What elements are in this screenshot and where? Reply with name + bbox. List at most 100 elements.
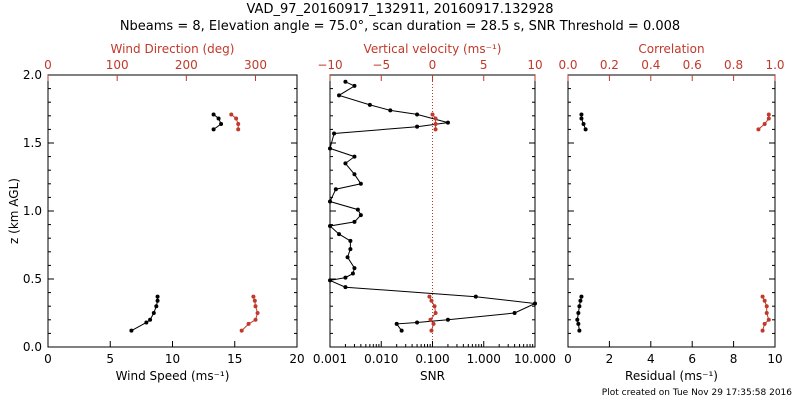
x-top-tick-label: −5 (372, 58, 390, 72)
data-point (343, 161, 348, 166)
data-point (154, 304, 159, 309)
data-point (343, 79, 348, 84)
x-tick-label: 0.010 (364, 352, 398, 366)
data-point (211, 127, 216, 132)
data-point (236, 121, 241, 126)
data-point (429, 298, 434, 303)
data-point (332, 131, 337, 136)
data-point (352, 266, 357, 271)
data-point (762, 121, 767, 126)
data-point (445, 317, 450, 322)
y-tick-label: 0.0 (23, 340, 42, 354)
data-point (343, 275, 348, 280)
data-point (762, 321, 767, 326)
x-tick-label: 20 (289, 352, 304, 366)
data-point (367, 102, 372, 107)
data-point (429, 328, 434, 333)
data-point (246, 321, 251, 326)
x-axis-label-bottom: SNR (420, 369, 445, 383)
x-axis-label-bottom: Residual (ms⁻¹) (625, 369, 718, 383)
data-point (394, 321, 399, 326)
data-point (430, 112, 435, 117)
data-point (144, 320, 149, 325)
data-point (766, 116, 771, 121)
data-point (764, 304, 769, 309)
x-top-tick-label: 0.2 (600, 58, 619, 72)
x-top-tick-label: 100 (106, 58, 129, 72)
data-point (239, 328, 244, 333)
series-line-right-red (758, 114, 770, 130)
data-point (333, 187, 338, 192)
data-point (343, 285, 348, 290)
data-point (760, 328, 765, 333)
x-top-tick-label: 200 (175, 58, 198, 72)
data-point (253, 304, 258, 309)
data-point (428, 317, 433, 322)
x-top-tick-label: 300 (244, 58, 267, 72)
data-point (415, 112, 420, 117)
x-top-tick-label: 0.4 (641, 58, 660, 72)
x-axis-label-bottom: Wind Speed (ms⁻¹) (116, 369, 230, 383)
data-point (576, 321, 581, 326)
plot-frame-left (47, 74, 298, 348)
data-point (433, 127, 438, 132)
data-point (579, 116, 584, 121)
data-point (219, 121, 224, 126)
x-tick-label: 0.100 (415, 352, 449, 366)
x-top-tick-label: 0.0 (558, 58, 577, 72)
data-point (252, 298, 257, 303)
plot-frame-right (567, 74, 776, 348)
data-point (358, 213, 363, 218)
data-point (236, 127, 241, 132)
data-point (253, 317, 258, 322)
series-line-right-black (581, 114, 587, 130)
data-point (473, 294, 478, 299)
x-tick-label: 2 (606, 352, 614, 366)
data-point (328, 199, 332, 204)
x-top-tick-label: 10 (527, 58, 542, 72)
data-point (352, 172, 357, 177)
data-point (328, 278, 332, 283)
data-point (583, 127, 588, 132)
data-point (355, 207, 360, 212)
x-tick-label: 6 (688, 352, 696, 366)
data-point (427, 294, 432, 299)
x-top-tick-label: 1.0 (765, 58, 784, 72)
series-line-middle-black (328, 81, 537, 331)
chart-title: VAD_97_20160917_132911, 20160917.132928 (246, 2, 554, 17)
x-tick-label: 0 (564, 352, 572, 366)
series-line-middle-red (432, 114, 437, 130)
data-point (576, 311, 581, 315)
data-point (756, 127, 761, 132)
data-point (762, 298, 767, 303)
data-point (216, 116, 221, 121)
x-tick-label: 10.000 (514, 352, 556, 366)
data-point (155, 298, 160, 303)
x-axis-label-top: Vertical velocity (ms⁻¹) (364, 42, 502, 56)
data-point (433, 121, 438, 126)
x-top-tick-label: −10 (317, 58, 342, 72)
data-point (337, 232, 342, 237)
data-point (433, 116, 438, 121)
plot-footer: Plot created on Tue Nov 29 17:35:58 2016 (601, 388, 792, 398)
chart-subtitle: Nbeams = 8, Elevation angle = 75.0°, sca… (119, 19, 681, 34)
data-point (445, 120, 450, 125)
data-point (255, 311, 260, 315)
x-tick-label: 0 (44, 352, 52, 366)
x-tick-label: 4 (647, 352, 655, 366)
x-axis-label-top: Correlation (638, 42, 704, 56)
y-tick-label: 1.5 (23, 136, 42, 150)
x-tick-label: 10 (165, 352, 180, 366)
data-point (432, 304, 437, 309)
data-point (348, 238, 353, 243)
x-top-tick-label: 0.6 (683, 58, 702, 72)
data-point (129, 328, 134, 333)
series-line-left-black (213, 114, 222, 130)
x-top-tick-label: 0 (429, 58, 437, 72)
data-point (578, 298, 583, 303)
data-point (581, 121, 586, 126)
data-point (388, 108, 393, 113)
data-point (251, 294, 256, 299)
data-point (151, 311, 156, 315)
